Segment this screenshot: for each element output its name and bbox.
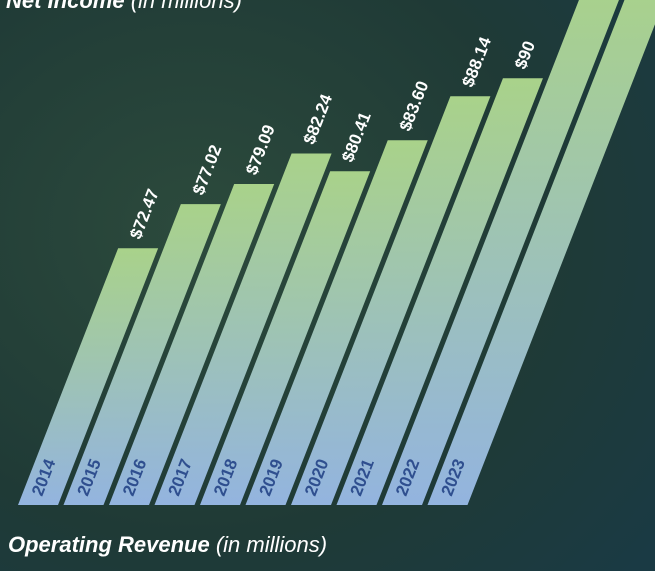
chart: 2014$72.472015$77.022016$79.092017$82.24… xyxy=(0,0,655,571)
x-axis-label: Operating Revenue (in millions) xyxy=(8,532,327,557)
page: {"chart_data": {"type": "bar", "title": … xyxy=(0,0,655,571)
chart-title: Net Income (in millions) xyxy=(6,0,242,13)
